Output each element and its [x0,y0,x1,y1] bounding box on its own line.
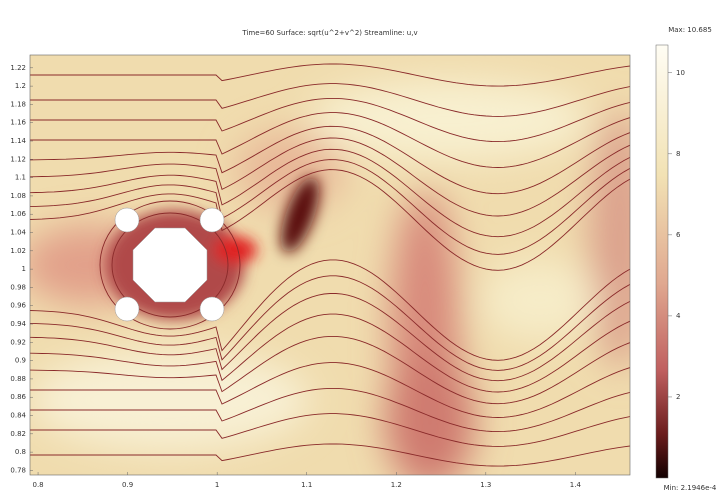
y-tick-label: 1.14 [10,137,26,145]
x-tick-label: 0.8 [32,481,43,489]
colorbar-tick-label: 8 [676,150,680,158]
y-tick-label: 0.86 [10,393,26,401]
y-tick-label: 1.12 [10,155,26,163]
streamlines [30,63,630,467]
colorbar-min: Min: 2.1946e-4 [664,484,717,492]
colorbar-tick-label: 10 [676,69,685,77]
streamline [111,212,229,318]
y-tick-label: 0.82 [10,430,26,438]
streamline [30,413,630,447]
y-tick-label: 1.02 [10,247,26,255]
x-tick-label: 1.2 [391,481,402,489]
x-tick-label: 1 [215,481,219,489]
y-tick-label: 0.96 [10,302,26,310]
streamline [30,169,630,271]
streamline [30,443,630,467]
streamline [30,313,630,393]
y-tick-label: 0.8 [15,448,26,456]
y-tick-label: 1.1 [15,174,26,182]
streamline [30,293,630,382]
plot-frame [29,54,631,476]
y-tick-label: 1.22 [10,64,26,72]
streamline [30,275,630,371]
y-tick-label: 1.2 [15,82,26,90]
cylinder-small [199,207,225,233]
streamline [30,125,630,195]
cylinder-small [199,296,225,322]
streamline [30,112,630,168]
y-tick-label: 0.88 [10,375,26,383]
y-tick-label: 0.92 [10,338,26,346]
streamline [30,387,630,433]
cylinder-small [114,296,140,322]
x-tick-label: 1.1 [301,481,312,489]
streamline [30,259,630,361]
y-tick-label: 0.9 [15,357,26,365]
x-tick-label: 0.9 [122,481,133,489]
colorbar-tick-label: 6 [676,231,681,239]
y-tick-label: 1.16 [10,119,26,127]
streamline [30,137,630,217]
y-tick-label: 0.94 [10,320,26,328]
chart-title: Time=60 Surface: sqrt(u^2+v^2) Streamlin… [241,29,417,37]
colorbar-tick-label: 2 [676,393,680,401]
y-tick-label: 1.18 [10,100,26,108]
streamline [99,200,241,330]
colorbar-tick-label: 4 [676,312,681,320]
y-tick-label: 1 [22,265,26,273]
cylinder-small [114,207,140,233]
y-tick-label: 1.08 [10,192,26,200]
y-tick-label: 0.84 [10,412,26,420]
y-tick-label: 0.78 [10,466,26,474]
streamline [30,148,630,238]
streamline [30,83,630,117]
y-tick-label: 1.04 [10,229,26,237]
x-tick-label: 1.3 [480,481,491,489]
colorbar-max: Max: 10.685 [668,26,712,34]
colorbar [655,44,669,479]
x-tick-label: 1.4 [570,481,582,489]
streamline [30,335,630,405]
streamline [30,362,630,418]
streamline [30,159,630,255]
y-tick-label: 1.06 [10,210,26,218]
streamline [30,63,630,87]
streamline [30,97,630,143]
field [30,55,630,475]
y-tick-label: 0.98 [10,283,26,291]
cylinder-main [132,227,208,303]
